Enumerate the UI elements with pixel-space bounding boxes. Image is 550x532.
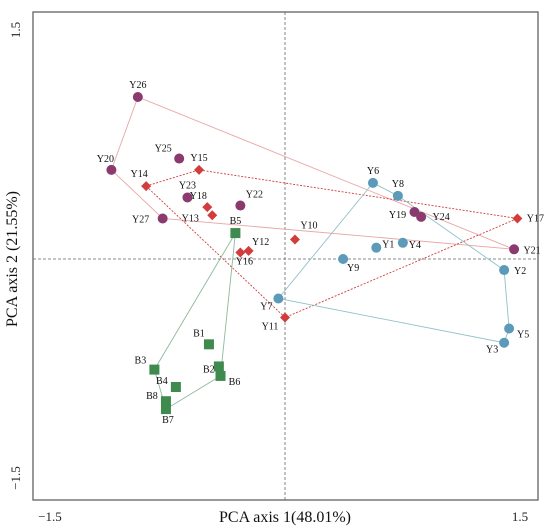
x-tick-left: −1.5 <box>38 509 62 524</box>
hull-red <box>145 169 520 319</box>
y-tick-top: 1.5 <box>8 22 23 38</box>
label-Y1: Y1 <box>382 240 394 251</box>
point-B3 <box>149 364 160 375</box>
point-B5 <box>230 228 241 239</box>
point-Y10 <box>289 234 300 245</box>
label-Y19: Y19 <box>389 210 406 221</box>
label-Y15: Y15 <box>190 153 207 164</box>
label-Y23: Y23 <box>179 180 196 191</box>
point-Y13 <box>207 210 218 221</box>
label-B8: B8 <box>146 391 158 402</box>
point-Y22 <box>235 200 246 211</box>
label-Y10: Y10 <box>300 221 317 232</box>
point-Y23 <box>182 192 193 203</box>
label-Y3: Y3 <box>486 345 498 356</box>
label-Y24: Y24 <box>433 212 450 223</box>
label-B1: B1 <box>193 328 205 339</box>
point-Y21 <box>509 244 520 255</box>
label-Y13: Y13 <box>182 213 199 224</box>
data-points <box>106 92 523 415</box>
label-Y14: Y14 <box>131 169 148 180</box>
point-Y16 <box>235 247 246 258</box>
point-Y24 <box>416 211 427 222</box>
point-B2 <box>213 361 224 372</box>
hull-blue <box>277 182 510 344</box>
label-Y18: Y18 <box>190 191 207 202</box>
label-Y17: Y17 <box>527 214 544 225</box>
label-B3: B3 <box>135 356 147 367</box>
point-Y26 <box>132 92 143 102</box>
label-Y12: Y12 <box>252 237 269 248</box>
point-B7 <box>160 404 171 415</box>
label-Y22: Y22 <box>246 190 263 201</box>
y-axis-title: PCA axis 2 (21.55%) <box>4 191 21 327</box>
group-hulls <box>110 96 520 410</box>
point-Y25 <box>174 153 185 164</box>
point-B6 <box>215 370 226 381</box>
label-Y8: Y8 <box>392 179 404 190</box>
label-B7: B7 <box>162 415 174 426</box>
point-Y3 <box>499 337 510 348</box>
label-Y26: Y26 <box>129 80 146 91</box>
point-Y9 <box>338 254 349 264</box>
label-Y5: Y5 <box>517 330 529 341</box>
point-Y4 <box>397 237 408 248</box>
point-Y14 <box>141 181 152 192</box>
label-Y9: Y9 <box>347 263 359 274</box>
point-B4 <box>170 381 181 392</box>
point-Y8 <box>392 190 403 201</box>
x-axis-title: PCA axis 1(48.01%) <box>219 509 351 526</box>
point-Y17 <box>512 213 523 224</box>
y-tick-bottom: −1.5 <box>8 466 23 490</box>
x-tick-right: 1.5 <box>512 509 528 524</box>
label-Y11: Y11 <box>262 321 279 332</box>
label-B4: B4 <box>156 376 168 387</box>
point-Y18 <box>202 202 213 213</box>
point-Y27 <box>157 213 168 224</box>
point-Y12 <box>243 245 254 256</box>
label-Y2: Y2 <box>514 266 526 277</box>
point-labels: Y26 Y20 Y25 Y23 Y22 Y27 Y19 Y24 Y21 Y15 Y14 Y18 Y13 Y… <box>97 80 544 426</box>
point-Y6 <box>367 177 378 188</box>
point-Y2 <box>499 265 510 276</box>
point-B8 <box>160 396 171 407</box>
point-Y11 <box>280 312 290 323</box>
label-Y4: Y4 <box>409 240 421 251</box>
label-Y20: Y20 <box>97 154 114 165</box>
point-Y20 <box>106 164 117 175</box>
label-Y21: Y21 <box>523 245 540 256</box>
point-B1 <box>203 339 214 350</box>
label-Y6: Y6 <box>367 166 379 177</box>
label-Y16: Y16 <box>236 257 253 268</box>
point-Y15 <box>194 164 205 175</box>
point-Y5 <box>504 323 515 334</box>
label-B5: B5 <box>230 216 242 227</box>
label-Y7: Y7 <box>260 302 272 313</box>
label-Y25: Y25 <box>155 144 172 155</box>
plot-frame <box>32 11 539 501</box>
label-B2: B2 <box>203 364 215 375</box>
point-Y1 <box>371 242 382 253</box>
point-Y7 <box>273 293 284 304</box>
label-Y27: Y27 <box>132 215 149 226</box>
label-B6: B6 <box>229 377 241 388</box>
